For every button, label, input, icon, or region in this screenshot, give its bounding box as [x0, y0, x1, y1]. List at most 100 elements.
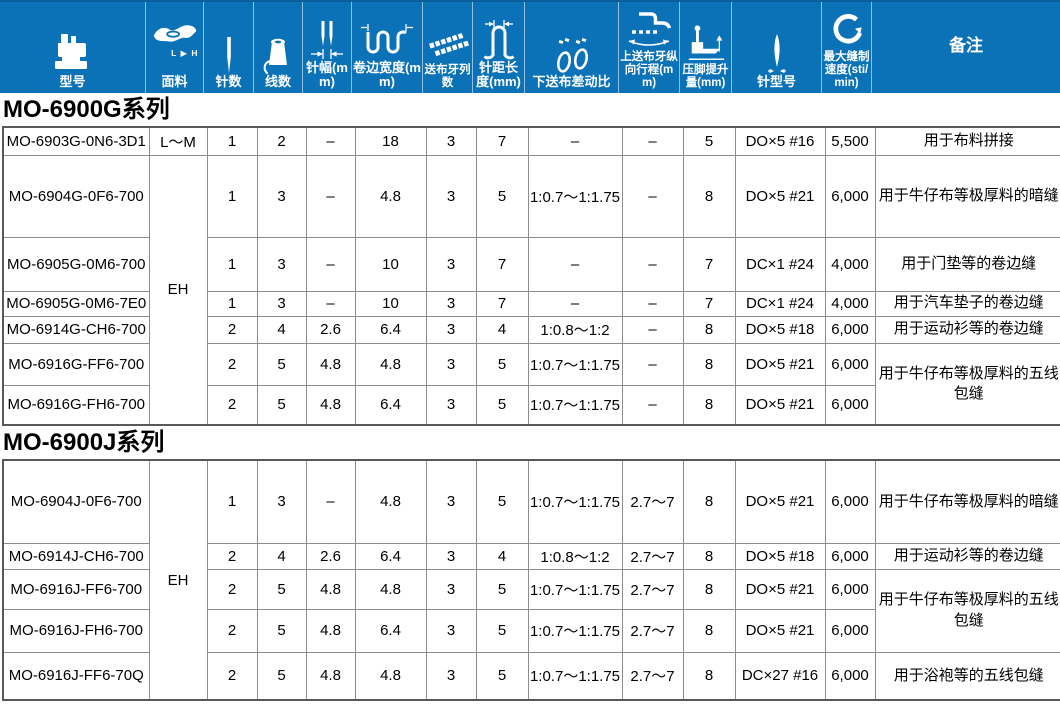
diff-ratio-cell: 1:0.7～1:1.75 — [527, 384, 623, 426]
col-header-stitch-length: 针距长度(mm) — [473, 2, 525, 93]
feed-rows-cell: 3 — [425, 542, 477, 570]
diff-ratio-cell: – — [527, 290, 623, 317]
top-feed-cell: – — [621, 154, 684, 238]
gauge-cell: – — [305, 126, 356, 156]
col-label-top-feed: 上送布牙纵向行程(mm) — [620, 51, 678, 90]
max-speed-cell: 6,000 — [824, 384, 876, 426]
col-label-hem-width: 卷边宽度(mm) — [353, 59, 421, 90]
foot-lift-cell: 7 — [682, 290, 736, 317]
spec-table-j: MO-6904J-0F6-700 EH 1 3 – 4.8 3 5 1:0.7～… — [2, 459, 1060, 701]
needle-type-icon — [767, 2, 787, 75]
hem-width-cell: 10 — [354, 290, 427, 317]
feed-rows-cell: 3 — [425, 315, 477, 344]
hem-width-cell: 6.4 — [354, 542, 427, 570]
needle-type-cell: DO×5 #21 — [734, 342, 826, 386]
needle-type-cell: DO×5 #16 — [734, 126, 826, 156]
needle-type-cell: DC×1 #24 — [734, 236, 826, 292]
gauge-cell: 4.8 — [305, 342, 356, 386]
needles-cell: 1 — [206, 459, 258, 544]
table-row: MO-6916J-FF6-70Q 2 5 4.8 4.8 3 5 1:0.7～1… — [2, 651, 1060, 701]
table-row: MO-6914G-CH6-700 2 4 2.6 6.4 3 4 1:0.8～1… — [2, 315, 1060, 344]
col-label-max-speed: 最大缝制速度(sti/min) — [823, 51, 870, 90]
col-label-feed-rows: 送布牙列数 — [424, 64, 471, 90]
model-cell: MO-6914J-CH6-700 — [2, 542, 150, 570]
feed-rows-cell: 3 — [425, 568, 477, 610]
remark-merged-cell: 用于牛仔布等极厚料的五线包缝 — [874, 568, 1060, 653]
gauge-cell: 4.8 — [305, 651, 356, 701]
diff-ratio-cell: 1:0.7～1:1.75 — [527, 342, 623, 386]
foot-lift-cell: 8 — [682, 459, 736, 544]
hem-width-cell: 10 — [354, 236, 427, 292]
fabric-icon-text: L ▶ H — [171, 48, 199, 59]
max-speed-icon — [829, 2, 865, 51]
model-cell: MO-6904J-0F6-700 — [2, 459, 150, 544]
foot-lift-cell: 7 — [682, 236, 736, 292]
col-label-needle-gauge: 针幅(mm) — [306, 59, 348, 90]
col-header-feed-rows: 送布牙列数 — [423, 2, 473, 93]
feed-dog-rows-icon — [427, 2, 469, 64]
table-row: MO-6903G-0N6-3D1 L～M 1 2 – 18 3 7 – – 5 … — [2, 126, 1060, 156]
model-cell: MO-6916G-FH6-700 — [2, 384, 150, 426]
feed-rows-cell: 3 — [425, 459, 477, 544]
foot-lift-cell: 8 — [682, 542, 736, 570]
gauge-cell: 4.8 — [305, 608, 356, 653]
needle-type-cell: DO×5 #18 — [734, 542, 826, 570]
foot-lift-cell: 8 — [682, 154, 736, 238]
threads-cell: 4 — [256, 542, 307, 570]
top-feed-cell: – — [621, 126, 684, 156]
diff-ratio-cell: 1:0.7～1:1.75 — [527, 608, 623, 653]
col-label-foot-lift: 压脚提升量(mm) — [682, 64, 729, 90]
stitch-length-cell: 5 — [475, 459, 529, 544]
threads-cell: 3 — [256, 290, 307, 317]
table-row: MO-6916J-FF6-700 2 5 4.8 4.8 3 5 1:0.7～1… — [2, 568, 1060, 653]
threads-cell: 4 — [256, 315, 307, 344]
stitch-length-cell: 5 — [475, 384, 529, 426]
needle-gauge-icon — [310, 2, 344, 61]
col-label-needle-type: 针型号 — [756, 74, 796, 90]
foot-lift-cell: 8 — [682, 608, 736, 653]
stitch-length-cell: 5 — [475, 608, 529, 653]
hem-width-cell: 6.4 — [354, 315, 427, 344]
col-header-diff-ratio: 下送布差动比 — [525, 2, 619, 93]
remark-cell: 用于布料拼接 — [874, 126, 1060, 156]
model-cell: MO-6916J-FH6-700 — [2, 608, 150, 653]
table-row: MO-6916G-FH6-700 2 5 4.8 6.4 3 5 1:0.7～1… — [2, 384, 1060, 426]
col-header-fabric: L ▶ H 面料 — [146, 2, 204, 93]
col-header-top-feed: 上送布牙纵向行程(mm) — [619, 2, 680, 93]
col-label-fabric: 面料 — [161, 74, 188, 90]
feed-rows-cell: 3 — [425, 236, 477, 292]
needles-cell: 2 — [206, 608, 258, 653]
stitch-length-cell: 4 — [475, 315, 529, 344]
top-feed-cell: – — [621, 315, 684, 344]
foot-lift-cell: 5 — [682, 126, 736, 156]
needles-cell: 2 — [206, 315, 258, 344]
remark-cell: 用于汽车垫子的卷边缝 — [874, 290, 1060, 317]
needles-cell: 1 — [206, 236, 258, 292]
gauge-cell: – — [305, 290, 356, 317]
stitch-length-cell: 4 — [475, 542, 529, 570]
top-feed-cell: 2.7～7 — [621, 459, 684, 544]
needle-count-icon — [224, 2, 234, 75]
diff-ratio-cell: 1:0.7～1:1.75 — [527, 568, 623, 610]
stitch-length-cell: 5 — [475, 342, 529, 386]
col-header-threads: 线数 — [254, 2, 303, 93]
stitch-length-cell: 7 — [475, 290, 529, 317]
col-header-foot-lift: 压脚提升量(mm) — [680, 2, 732, 93]
diff-ratio-cell: 1:0.7～1:1.75 — [527, 651, 623, 701]
col-header-max-speed: 最大缝制速度(sti/min) — [822, 2, 872, 93]
feed-rows-cell: 3 — [425, 384, 477, 426]
max-speed-cell: 6,000 — [824, 154, 876, 238]
needles-cell: 2 — [206, 384, 258, 426]
remark-cell: 用于牛仔布等极厚料的暗缝 — [874, 459, 1060, 544]
feed-rows-cell: 3 — [425, 154, 477, 238]
needle-type-cell: DO×5 #21 — [734, 608, 826, 653]
max-speed-cell: 6,000 — [824, 568, 876, 610]
col-label-stitch-length: 针距长度(mm) — [476, 59, 521, 90]
col-label-needles: 针数 — [215, 74, 242, 90]
threads-cell: 3 — [256, 459, 307, 544]
threads-cell: 3 — [256, 154, 307, 238]
hem-width-cell: 4.8 — [354, 154, 427, 238]
stitch-length-cell: 5 — [475, 651, 529, 701]
stitch-length-cell: 5 — [475, 568, 529, 610]
fabric-merged-cell: EH — [148, 459, 208, 701]
